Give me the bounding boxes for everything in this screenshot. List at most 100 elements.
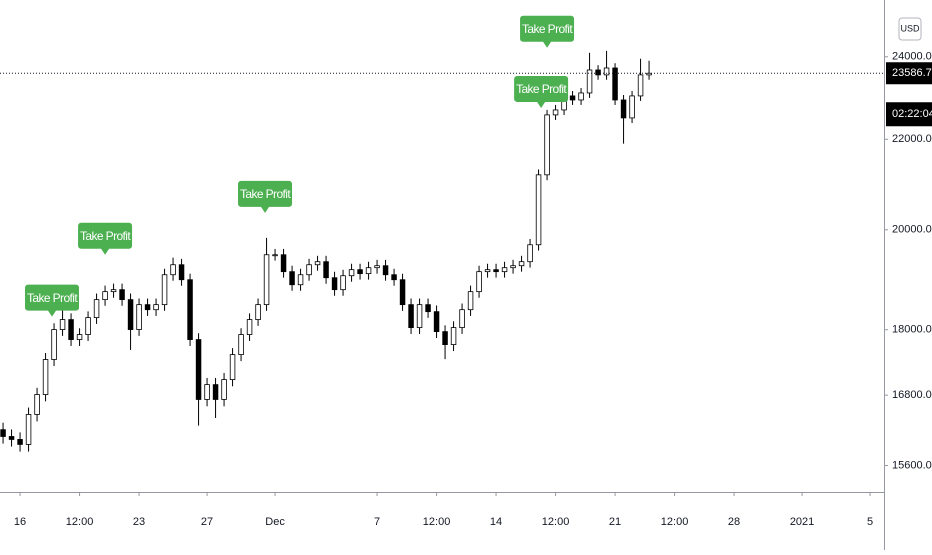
candle [8,429,15,447]
candle [102,285,108,306]
candle [272,248,278,261]
candle [25,407,32,452]
candle-body [221,379,227,400]
candle-body [527,244,533,263]
candle-body [195,339,202,400]
candle [382,259,389,281]
annotation: Take Profit [514,75,569,108]
y-tick-label: 24000.00 [892,51,932,63]
annotation-label: Take Profit [27,291,78,305]
candle [518,255,525,272]
candle [459,303,465,334]
candle-body [518,261,525,267]
candle [110,283,117,298]
candle-body [76,334,83,340]
candle-body [586,69,593,94]
candle-body [0,429,6,437]
annotation-bubble [25,284,80,317]
candle [365,261,372,280]
candle [331,271,338,296]
candle [255,298,261,326]
candle-body [569,95,576,101]
x-tick-label: 12:00 [542,516,570,528]
candle [85,311,91,341]
candle [297,268,304,291]
candle-body [382,265,389,276]
candle [399,273,406,311]
candle-body [408,304,414,329]
annotation-bubble [520,15,575,48]
candle-body [17,439,23,445]
candle [263,237,270,311]
candle [637,58,644,101]
candle-body [425,304,431,313]
candle [374,259,380,274]
candle-body [416,304,423,329]
candle-body [93,299,100,319]
candle [136,298,142,336]
annotation-bubble [78,222,133,255]
candle-body [620,99,627,119]
candle-body [102,291,108,301]
candle-body [459,309,465,329]
candle-body [340,275,346,291]
candle-body [578,92,584,101]
candle-body [127,299,134,330]
candle [238,328,244,362]
candle-body [212,384,219,400]
x-tick-label: 7 [374,516,380,528]
candle [34,387,40,422]
candle-body [178,264,185,281]
candle [161,268,168,311]
candle-body [374,265,380,269]
candle-body [51,329,57,360]
candle [348,263,355,282]
candle [144,298,151,316]
candle-body [170,264,176,276]
candle-body [42,359,49,395]
candle-body [612,67,618,101]
candle [289,265,295,291]
candle [204,377,210,407]
candle [450,321,457,352]
candle [212,377,219,419]
candle-body [467,291,474,311]
candle-body [119,289,125,301]
candle-body [433,311,440,333]
candle-body [331,277,338,291]
candle [433,305,440,338]
y-tick-label: 16800.00 [892,389,932,401]
x-tick-label: 14 [490,516,502,528]
currency-button[interactable] [898,17,922,41]
candle-body [263,254,270,306]
candle-body [59,319,66,330]
candle [476,265,482,298]
y-tick-label: 18000.00 [892,324,932,336]
candle-body [255,304,261,320]
candle [569,90,576,105]
annotation-label: Take Profit [516,82,567,96]
candle-body [306,264,312,276]
candle-body [391,274,397,281]
candle-body [535,174,542,246]
annotation: Take Profit [238,180,293,213]
candle-body [297,274,304,286]
annotation: Take Profit [78,222,133,255]
candle-body [238,334,244,355]
candle-body [314,261,321,266]
annotation-label: Take Profit [522,22,573,36]
candle [646,60,652,80]
x-tick-label: 2021 [790,516,814,528]
candle [425,298,431,318]
candle [586,52,593,98]
candle-body [153,304,159,311]
candle-body [646,72,652,76]
x-tick-label: 12:00 [661,516,689,528]
candle [51,323,57,367]
candle [76,328,83,346]
candle-body [603,67,610,76]
candle [391,268,397,286]
x-tick-label: 12:00 [423,516,451,528]
x-tick-label: 21 [609,516,621,528]
currency-label[interactable]: USD [900,23,920,33]
